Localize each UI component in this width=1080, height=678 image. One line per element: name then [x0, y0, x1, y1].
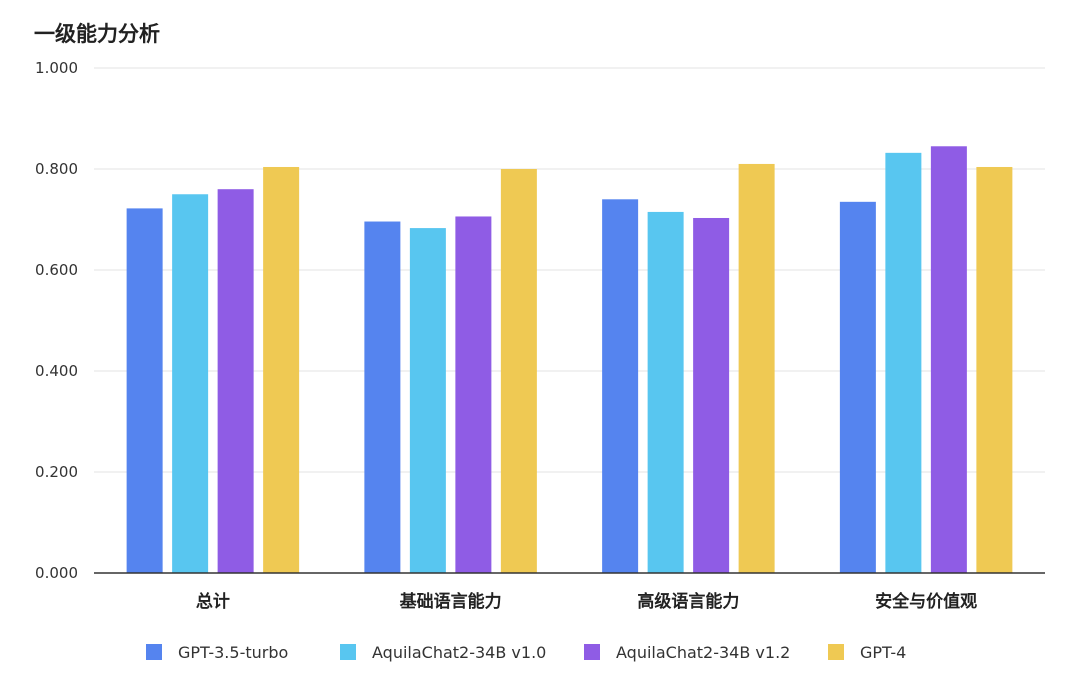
bar: [738, 163, 775, 573]
legend-swatch: [340, 644, 356, 660]
bar: [602, 199, 639, 574]
legend-label: AquilaChat2-34B v1.0: [372, 642, 547, 662]
y-tick-label: 1.000: [35, 59, 78, 77]
x-tick-label: 高级语言能力: [637, 591, 739, 612]
x-tick-label: 基础语言能力: [399, 591, 502, 612]
bar: [126, 208, 163, 573]
y-tick-label: 0.400: [35, 362, 78, 380]
y-tick-label: 0.600: [35, 261, 78, 279]
bar: [885, 152, 922, 573]
y-tick-label: 0.200: [35, 463, 78, 481]
legend-swatch: [584, 644, 600, 660]
bar: [172, 194, 209, 573]
bar: [500, 169, 537, 573]
legend-item: GPT-3.5-turbo: [146, 638, 288, 666]
bar: [647, 211, 684, 574]
legend-swatch: [146, 644, 162, 660]
bar: [364, 221, 401, 573]
bar: [693, 217, 730, 574]
legend-label: GPT-4: [860, 642, 907, 662]
x-tick-label: 总计: [196, 591, 230, 612]
bar: [263, 166, 300, 574]
bar: [455, 216, 492, 573]
bar: [409, 228, 446, 573]
legend-label: AquilaChat2-34B v1.2: [616, 642, 791, 662]
y-tick-label: 0.800: [35, 160, 78, 178]
legend-swatch: [828, 644, 844, 660]
x-tick-label: 安全与价值观: [875, 591, 977, 612]
legend-item: GPT-4: [828, 638, 906, 666]
chart-legend: GPT-3.5-turbo AquilaChat2-34B v1.0 AquilaC…: [0, 638, 1080, 666]
y-tick-label: 0.000: [35, 564, 78, 582]
legend-label: GPT-3.5-turbo: [178, 642, 289, 662]
bar: [976, 166, 1013, 574]
legend-item: AquilaChat2-34B v1.0: [340, 638, 546, 666]
bar: [839, 201, 876, 573]
chart-title: 一级能力分析: [34, 22, 160, 46]
legend-item: AquilaChat2-34B v1.2: [584, 638, 790, 666]
bar: [217, 189, 254, 573]
bar: [930, 146, 967, 573]
